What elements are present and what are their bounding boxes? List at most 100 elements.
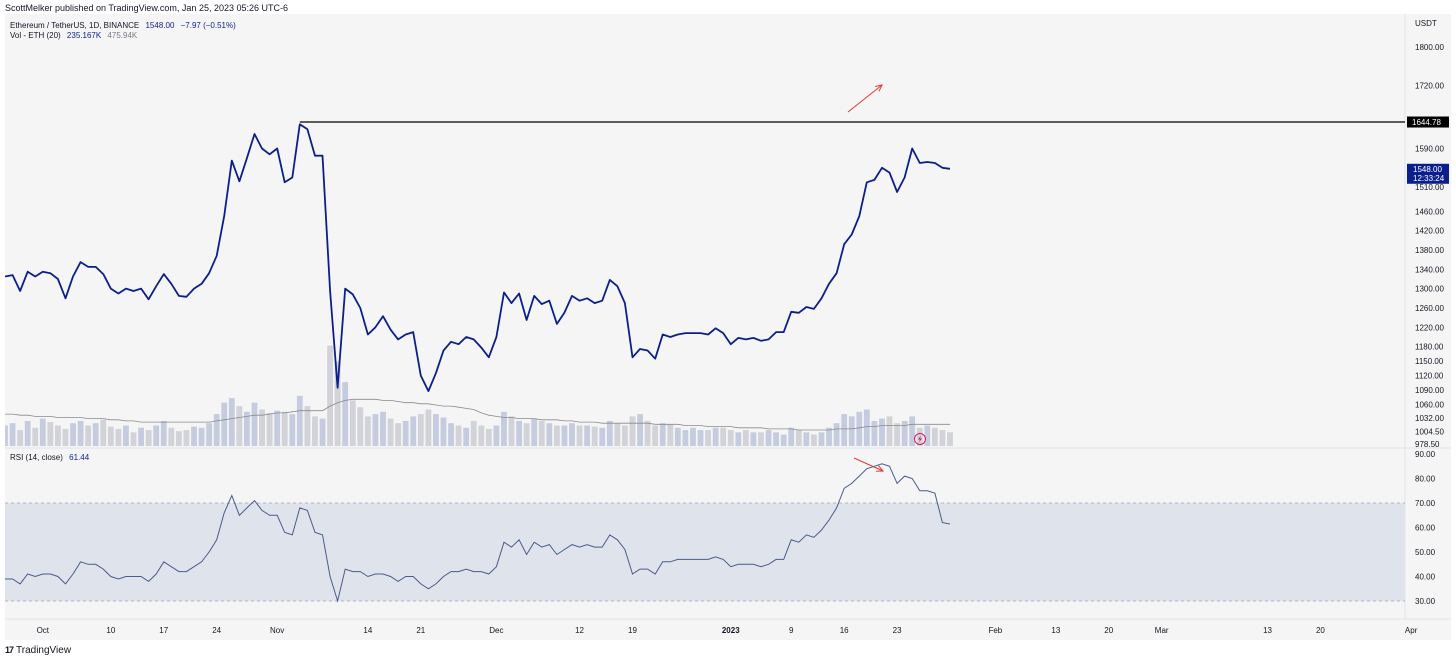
volume-bar <box>77 420 84 446</box>
volume-value: 235.167K <box>66 31 102 40</box>
volume-bar <box>327 345 333 446</box>
rsi-legend[interactable]: RSI (14, close) 61.44 <box>10 453 89 463</box>
volume-bar <box>531 418 538 446</box>
volume-bar <box>410 416 417 446</box>
volume-bar <box>183 430 190 446</box>
current-price-tag-bg <box>1407 163 1449 184</box>
rsi-tick-label: 70.00 <box>1415 499 1436 508</box>
price-tick-label: 1460.00 <box>1415 207 1444 216</box>
volume-bar <box>803 432 810 446</box>
volume-bar <box>667 424 674 446</box>
price-tick-label: 1720.00 <box>1415 82 1444 91</box>
volume-bar <box>644 420 651 446</box>
volume-bar <box>478 425 485 446</box>
chart-frame[interactable]: USDT 1800.00 1720.00 1590.00 1510.00 1460.00… <box>5 14 1451 640</box>
lightning-icon-ring <box>914 433 926 445</box>
volume-legend[interactable]: Vol - ETH (20) 235.167K 475.94K <box>10 31 137 41</box>
volume-bar <box>198 427 205 446</box>
volume-bar <box>244 411 250 446</box>
price-tick-label: 1032.00 <box>1415 414 1444 423</box>
volume-bar <box>493 425 500 446</box>
price-tick-label: 1380.00 <box>1415 246 1444 255</box>
current-price-tag: 1548.00 12:33:24 <box>1407 163 1449 184</box>
price-line <box>5 123 951 392</box>
volume-bar <box>546 423 553 446</box>
volume-bar <box>251 402 258 446</box>
volume-bar <box>841 414 848 446</box>
volume-bar <box>939 430 946 446</box>
volume-bar <box>931 427 938 446</box>
time-tick-label: 21 <box>416 626 425 635</box>
volume-bar <box>659 423 666 446</box>
volume-bar <box>24 420 31 446</box>
volume-bar <box>62 428 69 446</box>
price-axis-unit: USDT <box>1415 19 1437 28</box>
volume-bar <box>387 418 394 446</box>
price-chart[interactable]: USDT 1800.001720.001590.001510.001460.00… <box>5 14 1451 640</box>
time-tick-label: 10 <box>106 626 115 635</box>
volume-bar <box>55 425 61 446</box>
volume-bar <box>130 432 137 446</box>
volume-bar <box>463 427 470 446</box>
time-tick-label: 23 <box>893 626 902 635</box>
volume-bar <box>818 432 825 446</box>
volume-bar <box>9 423 16 446</box>
lightning-icon[interactable] <box>914 433 926 445</box>
time-tick-label: 13 <box>1051 626 1060 635</box>
volume-bar <box>160 420 167 446</box>
volume-bar <box>334 361 341 446</box>
volume-bar <box>584 425 591 446</box>
volume-bar <box>848 416 855 446</box>
time-tick-label: 9 <box>789 626 794 635</box>
volume-label: Vol - ETH (20) <box>10 31 61 40</box>
volume-bar <box>433 414 439 446</box>
resistance-price-tag: 1644.78 <box>1407 116 1449 128</box>
volume-bar <box>312 416 318 446</box>
volume-bar <box>788 427 795 446</box>
volume-bar <box>901 420 908 446</box>
price-tick-label: 1180.00 <box>1415 343 1444 352</box>
volume-bar <box>304 406 311 446</box>
publish-info: ScottMelker published on TradingView.com… <box>5 3 288 13</box>
volume-bar <box>168 427 175 446</box>
price-tick-label: 1004.50 <box>1415 427 1444 436</box>
rsi-down-arrow <box>853 457 884 472</box>
volume-bar <box>909 416 916 446</box>
resistance-tag-label: 1644.78 <box>1412 118 1441 127</box>
price-tick-label: 1300.00 <box>1415 285 1444 294</box>
time-tick-label: 20 <box>1316 626 1325 635</box>
price-tick-label: 1420.00 <box>1415 227 1444 236</box>
volume-bar <box>228 398 235 446</box>
rsi-line <box>5 463 951 603</box>
tradingview-footer[interactable]: 17 TradingView <box>5 643 71 657</box>
price-tick-label: 1800.00 <box>1415 43 1444 52</box>
volume-bar <box>395 423 402 446</box>
symbol-name: Ethereum / TetherUS, 1D, BINANCE <box>10 21 140 30</box>
rsi-label: RSI (14, close) <box>10 453 63 462</box>
price-pane-bg <box>5 14 1405 447</box>
volume-bar <box>742 430 749 446</box>
volume-bar <box>501 411 507 446</box>
volume-bar <box>795 430 802 446</box>
price-tick-label: 1150.00 <box>1415 357 1444 366</box>
volume-bar <box>281 411 288 446</box>
volume-bar <box>39 418 46 446</box>
price-tick-label: 1090.00 <box>1415 386 1444 395</box>
volume-bar <box>259 409 265 446</box>
countdown-label: 12:33:24 <box>1413 174 1445 183</box>
volume-bar <box>629 416 636 446</box>
volume-bar <box>70 423 76 446</box>
volume-bar <box>682 430 689 446</box>
price-tick-label: 1340.00 <box>1415 265 1444 274</box>
volume-bar <box>145 430 152 446</box>
volume-bar <box>508 416 515 446</box>
time-tick-label: 12 <box>575 626 584 635</box>
volume-bar <box>538 420 545 446</box>
price-tick-label: 1060.00 <box>1415 401 1444 410</box>
price-tick-label: 1120.00 <box>1415 372 1444 381</box>
volume-bar <box>826 427 832 446</box>
symbol-legend[interactable]: Ethereum / TetherUS, 1D, BINANCE 1548.00… <box>10 21 236 31</box>
volume-bar <box>123 425 129 446</box>
volume-bar <box>599 427 606 446</box>
rsi-tick-label: 50.00 <box>1415 548 1436 557</box>
